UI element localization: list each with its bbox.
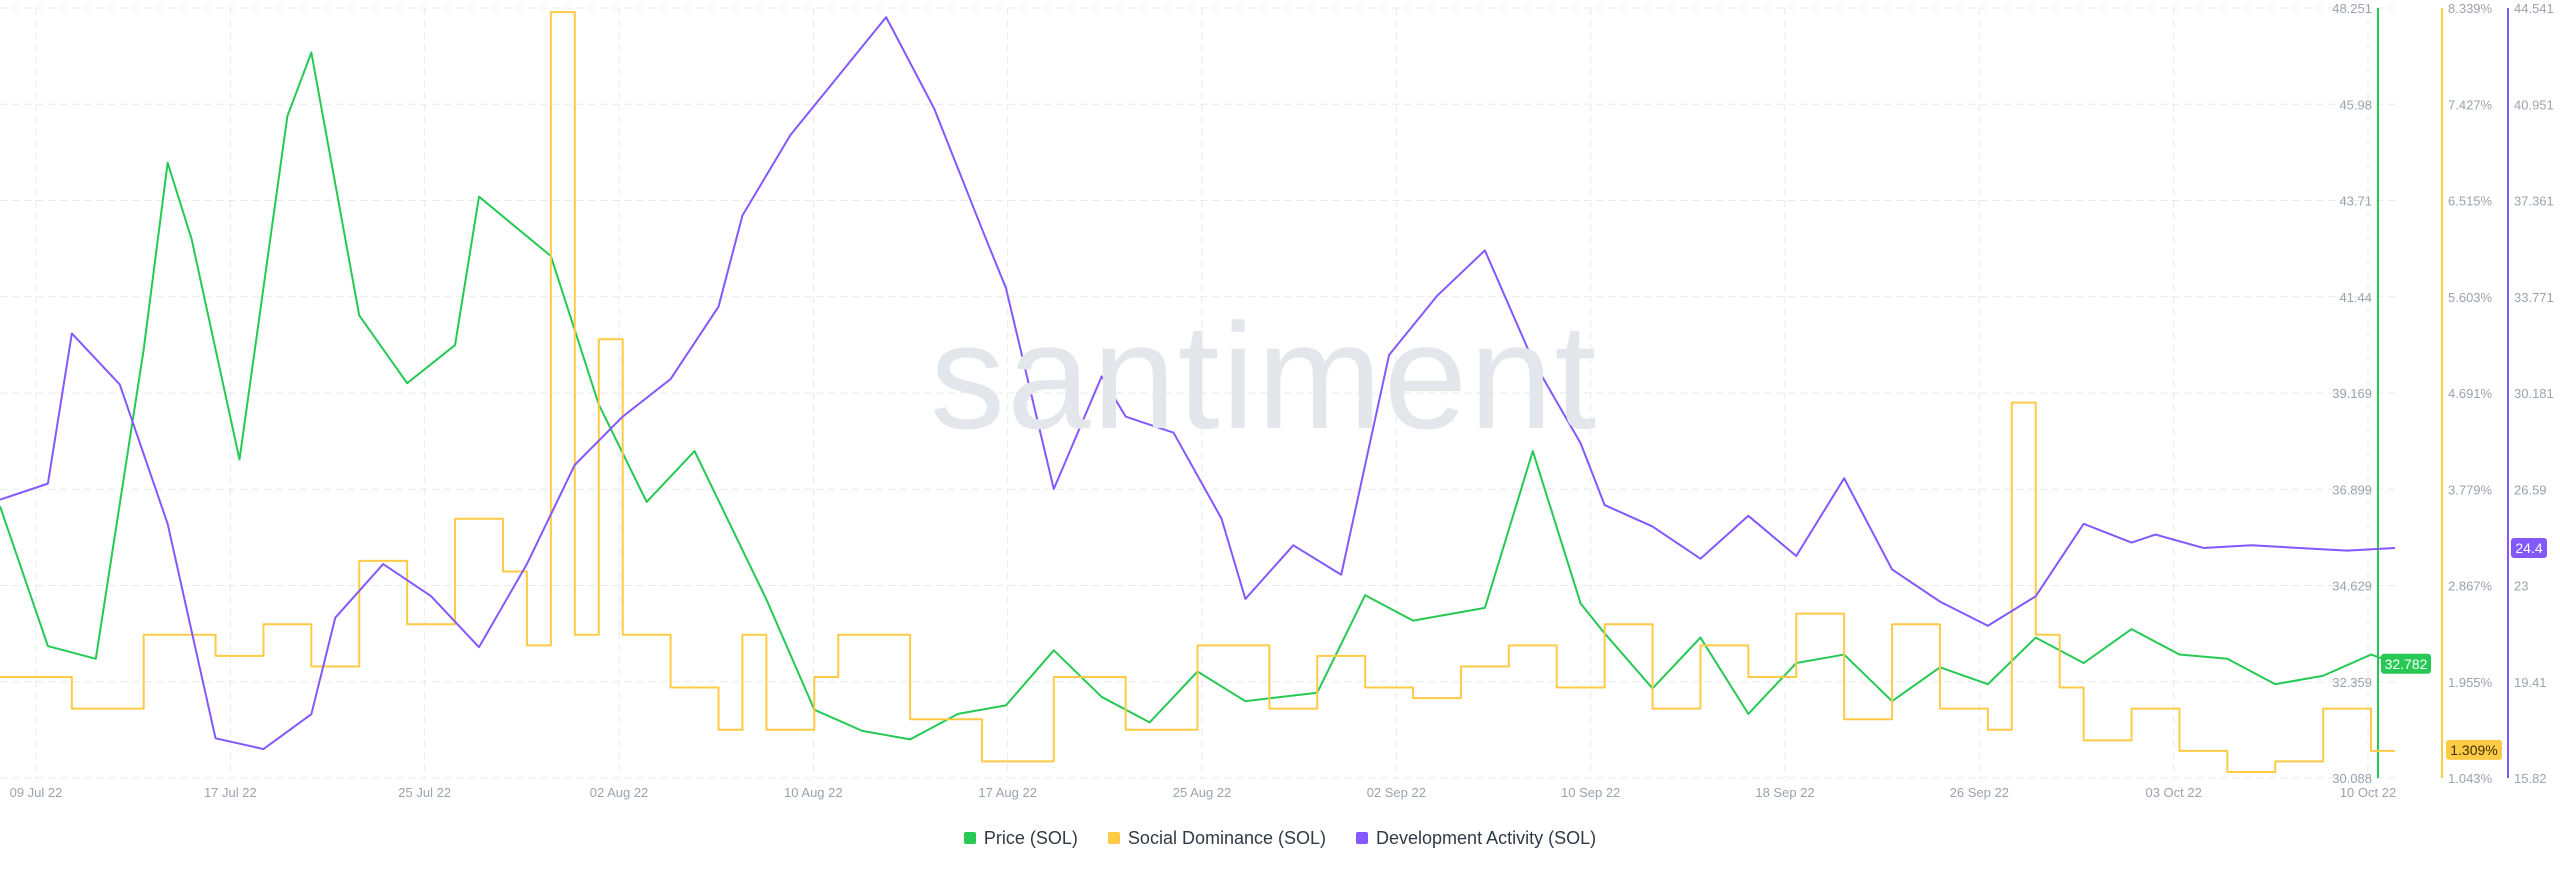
legend-label-social: Social Dominance (SOL) — [1127, 827, 1327, 848]
x-tick-label: 17 Aug 22 — [978, 785, 1037, 800]
x-tick-label: 03 Oct 22 — [2145, 785, 2201, 800]
x-tick-label: 10 Aug 22 — [784, 785, 843, 800]
dev-axis-tick: 37.361 — [2514, 194, 2554, 209]
price-axis-tick: 45.98 — [2339, 97, 2372, 112]
price-axis-tick: 30.088 — [2332, 771, 2372, 786]
social-axis-tick: 5.603% — [2448, 290, 2493, 305]
price-axis-tick: 39.169 — [2332, 386, 2372, 401]
social-axis-tick: 3.779% — [2448, 482, 2493, 497]
social-axis-tick: 6.515% — [2448, 194, 2493, 209]
legend-item-dev[interactable]: Development Activity (SOL) — [1356, 828, 1596, 849]
legend-label-price: Price (SOL) — [983, 827, 1078, 848]
x-tick-label: 26 Sep 22 — [1950, 785, 2009, 800]
legend-item-social[interactable]: Social Dominance (SOL) — [1107, 827, 1327, 849]
x-tick-label: 10 Sep 22 — [1561, 785, 1620, 800]
dev-axis-tick: 23 — [2514, 579, 2528, 594]
price-last-value-badge — [2381, 653, 2431, 674]
x-tick-label: 09 Jul 22 — [10, 785, 63, 800]
price-axis-tick: 32.359 — [2332, 675, 2372, 690]
dev-series-line — [0, 16, 2396, 751]
social-series-line — [0, 11, 2395, 773]
social-axis-tick: 2.867% — [2448, 579, 2493, 594]
x-tick-label: 02 Aug 22 — [590, 785, 649, 800]
price-axis-tick: 41.44 — [2339, 290, 2372, 305]
dev-axis-tick: 26.59 — [2514, 482, 2547, 497]
dev-last-value-badge — [2511, 537, 2547, 558]
chart-legend: Price (SOL) Social Dominance (SOL) Devel… — [0, 826, 2560, 850]
price-axis-tick: 43.71 — [2339, 194, 2372, 209]
dev-axis-tick: 44.541 — [2514, 1, 2554, 16]
x-tick-label: 17 Jul 22 — [204, 785, 257, 800]
dev-axis-tick: 30.181 — [2514, 386, 2554, 401]
x-tick-label: 25 Jul 22 — [398, 785, 451, 800]
legend-label-dev: Development Activity (SOL) — [1376, 827, 1597, 848]
dev-last-value-label: 24.4 — [2515, 540, 2542, 556]
x-tick-label: 25 Aug 22 — [1173, 785, 1232, 800]
social-last-value-label: 1.309% — [2450, 742, 2497, 758]
price-axis-tick: 48.251 — [2332, 1, 2372, 16]
dev-axis-tick: 33.771 — [2514, 290, 2554, 305]
x-tick-label: 02 Sep 22 — [1367, 785, 1426, 800]
social-last-value-badge — [2446, 739, 2502, 760]
legend-swatch-social — [1107, 832, 1120, 844]
x-tick-label: 10 Oct 22 — [2340, 785, 2396, 800]
social-axis-tick: 4.691% — [2448, 386, 2493, 401]
price-axis-tick: 36.899 — [2332, 482, 2372, 497]
legend-swatch-dev — [1356, 832, 1369, 844]
legend-swatch-price — [963, 832, 976, 844]
dev-axis-tick: 40.951 — [2514, 97, 2554, 112]
social-axis-tick: 1.043% — [2448, 771, 2493, 786]
legend-item-price[interactable]: Price (SOL) — [963, 827, 1078, 849]
price-axis-tick: 34.629 — [2332, 579, 2372, 594]
social-axis-tick: 8.339% — [2448, 1, 2493, 16]
x-tick-label: 18 Sep 22 — [1755, 785, 1814, 800]
social-axis-tick: 1.955% — [2448, 675, 2493, 690]
dev-axis-tick: 15.82 — [2514, 771, 2547, 786]
dev-axis-tick: 19.41 — [2514, 675, 2547, 690]
social-axis-tick: 7.427% — [2448, 97, 2493, 112]
price-last-value-label: 32.782 — [2385, 656, 2428, 672]
